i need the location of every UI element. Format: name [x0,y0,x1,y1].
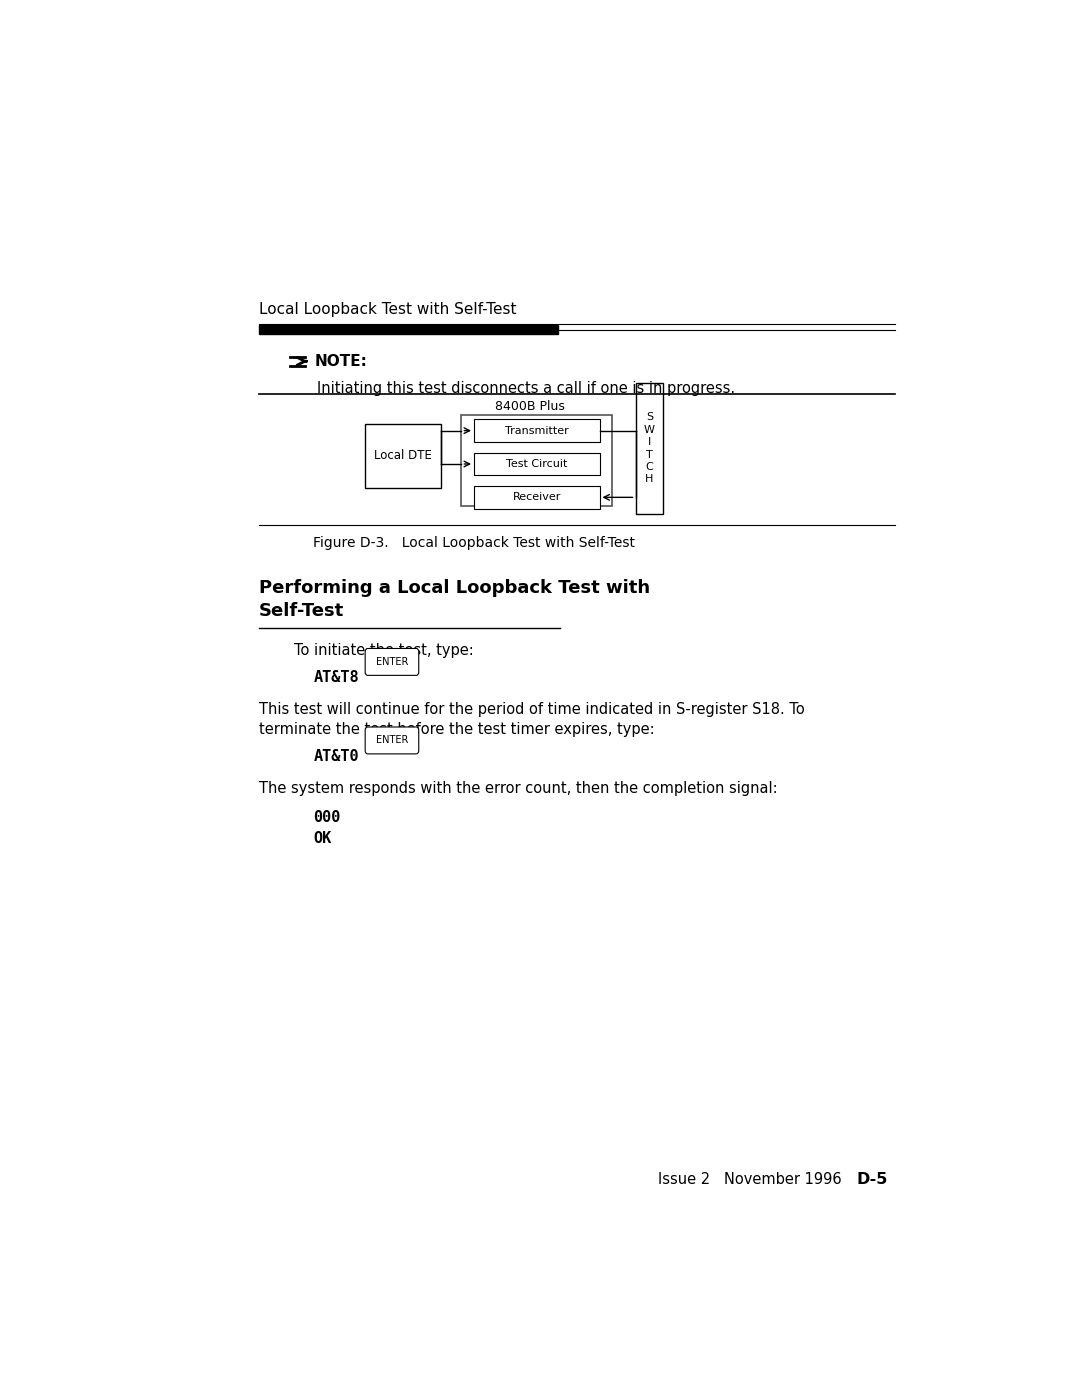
FancyBboxPatch shape [365,726,419,754]
Text: Test Circuit: Test Circuit [507,460,567,469]
Text: The system responds with the error count, then the completion signal:: The system responds with the error count… [259,781,778,796]
Text: Issue 2   November 1996: Issue 2 November 1996 [658,1172,841,1187]
Text: 8400B Plus: 8400B Plus [495,400,565,414]
Text: Self-Test: Self-Test [259,602,345,620]
Bar [474,419,599,441]
Text: Initiating this test disconnects a call if one is in progress.: Initiating this test disconnects a call … [318,380,735,395]
Text: Transmitter: Transmitter [504,426,569,436]
Text: AT&T0: AT&T0 [313,749,359,764]
Text: Local Loopback Test with Self-Test: Local Loopback Test with Self-Test [259,302,516,317]
Text: Local DTE: Local DTE [374,450,432,462]
Text: ENTER: ENTER [376,657,408,666]
Text: D-5: D-5 [856,1172,888,1187]
Bar [474,453,599,475]
Text: Receiver: Receiver [513,492,561,503]
Text: ENTER: ENTER [376,735,408,746]
Text: S
W
I
T
C
H: S W I T C H [644,412,654,485]
Bar [461,415,612,507]
Bar [474,486,599,509]
Text: NOTE:: NOTE: [315,353,368,369]
Bar [635,383,663,514]
Bar [259,324,557,334]
Text: Performing a Local Loopback Test with: Performing a Local Loopback Test with [259,578,650,597]
Text: To initiate the test, type:: To initiate the test, type: [294,643,474,658]
Bar [365,423,441,488]
Text: AT&T8: AT&T8 [313,671,359,685]
Text: 000
OK: 000 OK [313,810,340,845]
Text: This test will continue for the period of time indicated in S-register S18. To
t: This test will continue for the period o… [259,703,805,738]
Text: Figure D-3.   Local Loopback Test with Self-Test: Figure D-3. Local Loopback Test with Sel… [313,535,635,549]
FancyBboxPatch shape [365,648,419,675]
